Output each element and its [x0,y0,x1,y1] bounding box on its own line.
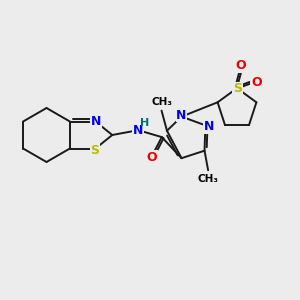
Text: S: S [90,143,99,157]
Text: CH₃: CH₃ [198,174,219,184]
Text: O: O [147,151,157,164]
Text: O: O [236,59,246,72]
Text: CH₃: CH₃ [151,97,172,107]
Text: N: N [176,109,187,122]
Text: H: H [140,118,149,128]
Text: N: N [204,120,214,133]
Text: N: N [133,124,143,137]
Text: S: S [233,82,242,95]
Text: N: N [91,115,101,128]
Text: O: O [251,76,262,89]
